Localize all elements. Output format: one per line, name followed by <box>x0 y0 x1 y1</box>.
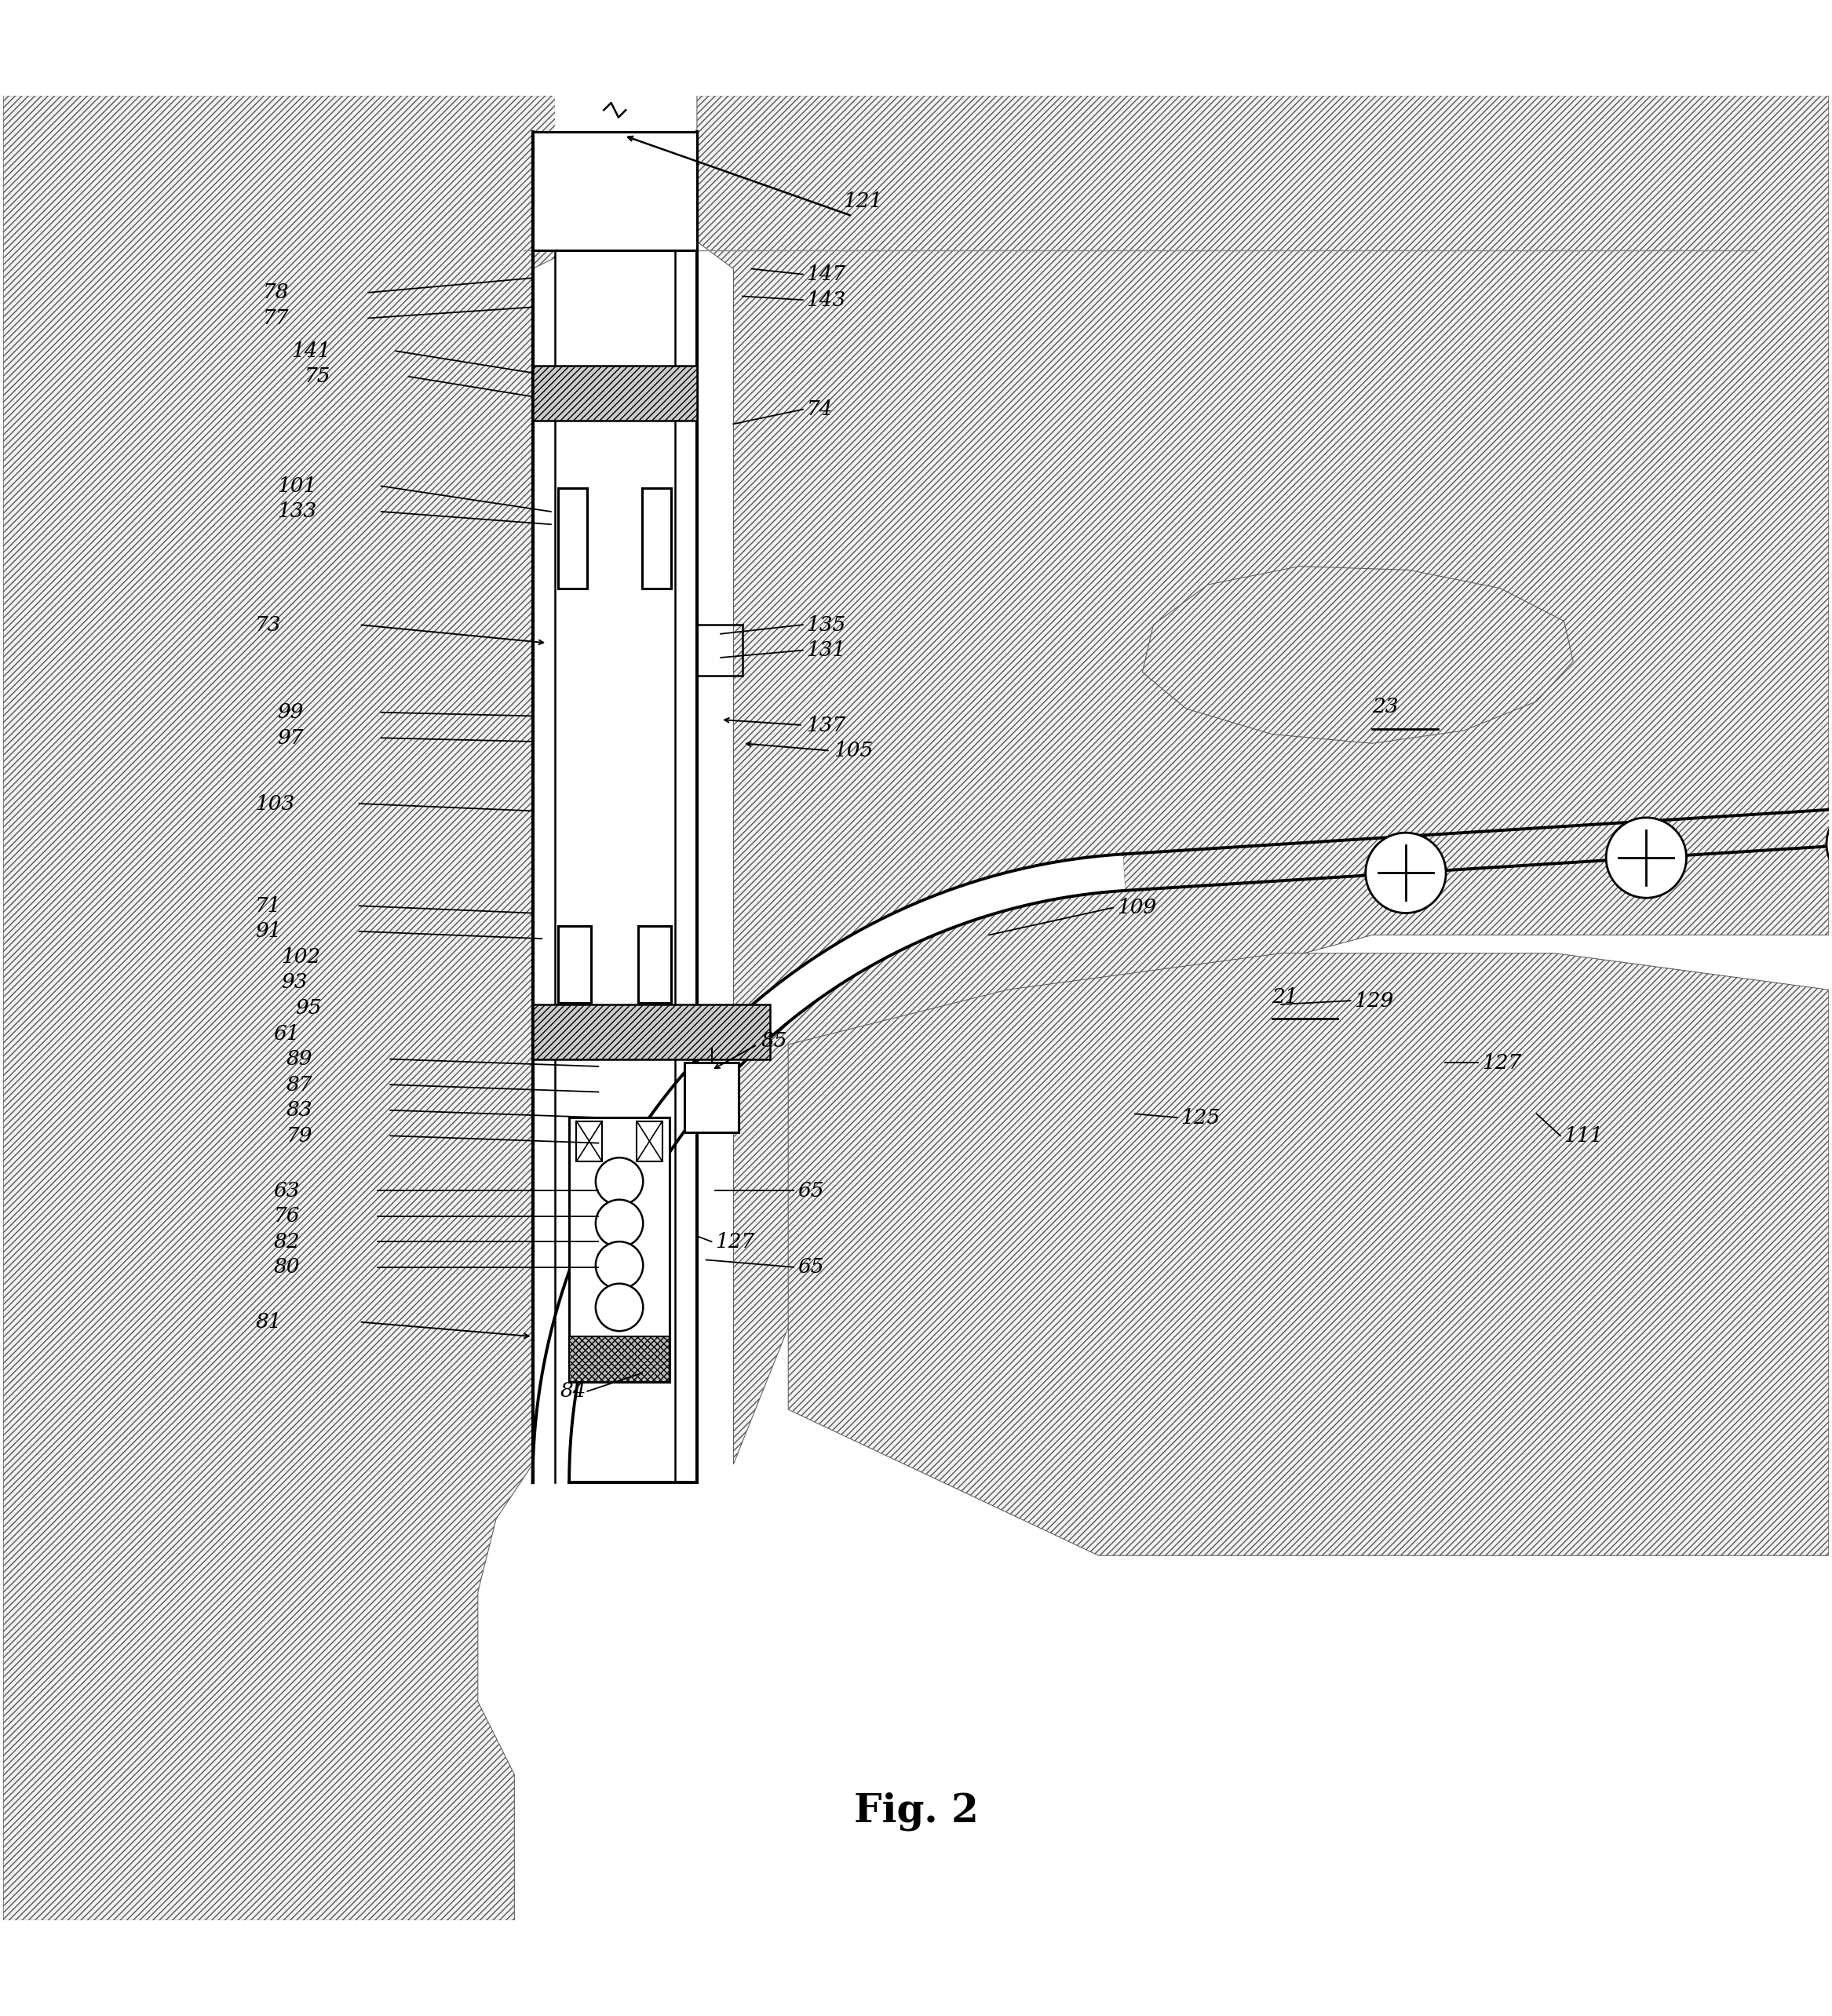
Text: 97: 97 <box>277 728 304 748</box>
Text: 127: 127 <box>1482 1052 1521 1073</box>
Text: 75: 75 <box>304 367 332 387</box>
Circle shape <box>1365 833 1445 913</box>
Text: 83: 83 <box>286 1101 313 1121</box>
Bar <box>577 1121 603 1161</box>
Text: 99: 99 <box>277 702 304 722</box>
Text: 91: 91 <box>255 921 282 941</box>
Text: 147: 147 <box>806 264 846 284</box>
Text: 81: 81 <box>255 1312 282 1333</box>
Text: 131: 131 <box>806 641 846 659</box>
Text: 71: 71 <box>255 895 282 915</box>
Polygon shape <box>1143 566 1574 744</box>
Text: 127: 127 <box>714 1232 755 1252</box>
Bar <box>639 925 671 1002</box>
Bar <box>559 488 588 589</box>
Text: 105: 105 <box>834 740 874 760</box>
Bar <box>638 1121 661 1161</box>
Text: 87: 87 <box>286 1075 313 1095</box>
Bar <box>570 1117 669 1383</box>
Polygon shape <box>1123 790 1832 891</box>
Text: 101: 101 <box>277 476 317 496</box>
Text: 65: 65 <box>797 1258 824 1276</box>
Text: 84: 84 <box>561 1381 586 1401</box>
Text: 21: 21 <box>1271 988 1299 1006</box>
Bar <box>643 488 671 589</box>
Text: 63: 63 <box>273 1181 300 1200</box>
Text: 76: 76 <box>273 1206 300 1226</box>
Circle shape <box>595 1157 643 1206</box>
Bar <box>533 131 696 250</box>
Polygon shape <box>555 95 674 1482</box>
Text: 133: 133 <box>277 502 317 522</box>
Circle shape <box>595 1200 643 1248</box>
Bar <box>559 925 592 1002</box>
Text: 85: 85 <box>760 1030 788 1050</box>
Circle shape <box>1827 804 1832 885</box>
Text: 129: 129 <box>1354 992 1394 1010</box>
Text: 143: 143 <box>806 290 846 310</box>
Text: 121: 121 <box>843 192 883 212</box>
Text: 102: 102 <box>280 948 321 968</box>
Text: Fig. 2: Fig. 2 <box>854 1792 978 1831</box>
Circle shape <box>595 1242 643 1288</box>
Polygon shape <box>788 954 1828 1556</box>
Text: 125: 125 <box>1180 1107 1220 1127</box>
Polygon shape <box>533 1004 769 1058</box>
Text: 82: 82 <box>273 1232 300 1252</box>
Polygon shape <box>533 365 696 419</box>
Text: 74: 74 <box>806 399 834 419</box>
Polygon shape <box>570 1337 669 1383</box>
Text: 89: 89 <box>286 1048 313 1068</box>
Polygon shape <box>696 95 1828 1464</box>
Polygon shape <box>4 95 660 1921</box>
Text: 93: 93 <box>280 972 308 992</box>
Polygon shape <box>533 855 1125 1482</box>
Text: 65: 65 <box>797 1181 824 1200</box>
Text: 135: 135 <box>806 615 846 635</box>
Text: 80: 80 <box>273 1258 300 1276</box>
Text: 137: 137 <box>806 716 846 736</box>
Text: 73: 73 <box>255 615 282 635</box>
Text: 79: 79 <box>286 1127 313 1145</box>
Circle shape <box>1607 818 1687 897</box>
Text: 77: 77 <box>262 308 289 329</box>
Circle shape <box>595 1284 643 1331</box>
Text: 23: 23 <box>1372 698 1398 716</box>
Text: 141: 141 <box>291 341 332 361</box>
Text: 109: 109 <box>1118 897 1156 917</box>
Bar <box>683 1062 738 1133</box>
Text: 103: 103 <box>255 794 295 812</box>
Text: 61: 61 <box>273 1024 300 1044</box>
Text: 95: 95 <box>295 998 322 1018</box>
Text: 78: 78 <box>262 282 289 302</box>
Text: 111: 111 <box>1565 1127 1603 1145</box>
